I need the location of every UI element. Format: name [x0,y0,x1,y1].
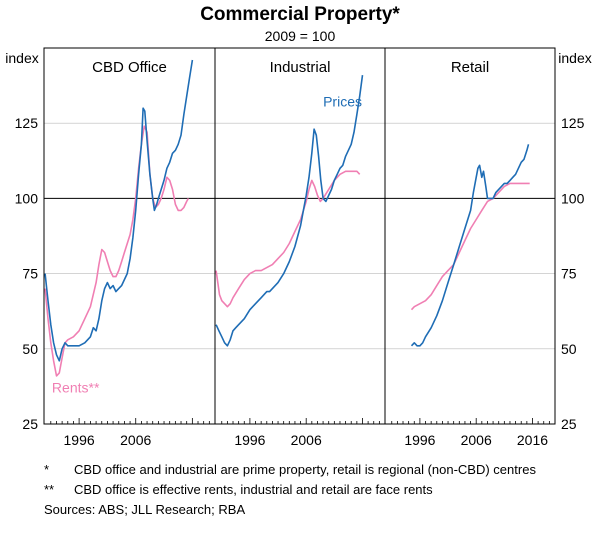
footnote-2-mark: ** [44,482,55,497]
footnote-1-mark: * [44,462,50,477]
x-tick-label-1996: 1996 [64,432,95,448]
panel-title-industrial: Industrial [270,59,331,76]
y-tick-right-125: 125 [561,115,585,131]
series-prices-retail [410,144,530,347]
series-lines [44,59,530,377]
chart-title: Commercial Property* [200,4,400,25]
annotation-rents: Rents** [52,379,100,395]
x-tick-label-2006: 2006 [120,432,151,448]
plot-frame [43,47,556,425]
x-tick-label-2016: 2016 [517,432,548,448]
chart: Commercial Property* 2009 = 100 index in… [5,4,591,448]
footnote-1-text: CBD office and industrial are prime prop… [74,462,536,477]
series-prices-industrial [215,74,364,347]
series-rents-retail [410,182,530,311]
y-tick-left-50: 50 [22,341,38,357]
sources: Sources: ABS; JLL Research; RBA [44,502,246,517]
x-tick-label-2006: 2006 [291,432,322,448]
gridlines [44,122,555,350]
panel-title-cbd-office: CBD Office [92,59,167,76]
y-tick-left-75: 75 [22,266,38,282]
chart-labels: 25 25 50 50 75 75 100 100 125 125 1996 2006 CBD Offi… [15,59,585,448]
y-tick-right-75: 75 [561,266,577,282]
x-tick-label-1996: 1996 [234,432,265,448]
y-tick-right-100: 100 [561,190,585,206]
footnotes: * CBD office and industrial are prime pr… [44,462,584,518]
footnote-2: ** CBD office is effective rents, indust… [44,482,584,498]
y-tick-left-25: 25 [22,416,38,432]
footnote-2-text: CBD office is effective rents, industria… [74,482,433,497]
x-tick-label-1996: 1996 [404,432,435,448]
series-rents-cbd-office [44,125,190,377]
y-axis-label-right: index [558,50,591,66]
y-axis-label-left: index [5,50,38,66]
footnote-1: * CBD office and industrial are prime pr… [44,462,584,478]
y-tick-right-50: 50 [561,341,577,357]
y-tick-left-100: 100 [15,190,39,206]
x-tick-label-2006: 2006 [461,432,492,448]
chart-subtitle: 2009 = 100 [265,28,336,44]
series-rents-industrial [215,170,361,308]
y-tick-left-125: 125 [15,115,39,131]
y-tick-right-25: 25 [561,416,577,432]
plot-border [43,47,556,425]
panel-title-retail: Retail [451,59,489,76]
annotation-prices: Prices [323,94,362,110]
series-prices-cbd-office [44,59,194,362]
